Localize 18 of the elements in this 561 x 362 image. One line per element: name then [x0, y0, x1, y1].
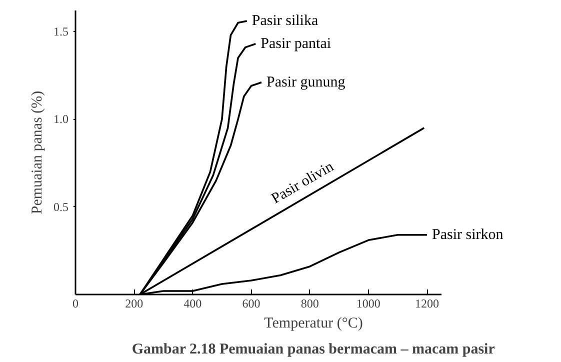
series-label: Pasir gunung: [266, 74, 346, 90]
x-tick-label: 600: [242, 296, 260, 310]
y-tick-label: 1.5: [54, 24, 68, 39]
series-label: Pasir pantai: [260, 36, 332, 52]
x-tick-label: 0: [72, 296, 78, 310]
x-axis-title: Temperatur (°C): [264, 316, 363, 332]
y-tick-label: 0.5: [54, 200, 68, 214]
x-tick-label: 1200: [415, 296, 440, 310]
y-axis-title: Pemuaian panas (%): [30, 90, 46, 214]
text: Gambar 2.18 Pemuaian panas bermacam – macam pasir: [132, 342, 496, 358]
x-tick-label: 1000: [356, 296, 380, 310]
x-tick-label: 200: [125, 296, 144, 310]
text: Pasir olivin: [268, 158, 337, 208]
y-tick-label: 1.0: [54, 112, 68, 126]
x-tick-label: 400: [184, 296, 202, 310]
series-label: Pasir silika: [252, 13, 318, 30]
x-tick-label: 800: [300, 296, 319, 310]
series-label: Pasir sirkon: [432, 226, 504, 243]
